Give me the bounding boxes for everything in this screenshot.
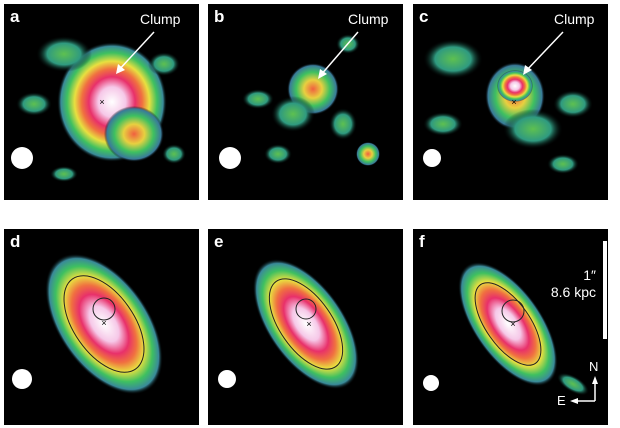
emission-map: ×: [12, 253, 163, 395]
panel-c: × c Clump: [413, 4, 608, 200]
emission-map: ×: [218, 258, 360, 390]
emission-map: [219, 31, 380, 169]
panel-label: f: [419, 232, 425, 251]
scale-bar: [603, 241, 607, 339]
beam-circle: [423, 149, 441, 167]
clump-label: Clump: [140, 11, 181, 27]
panel-label: e: [214, 232, 224, 251]
clump-arrow: [524, 31, 564, 73]
clump-arrow: [319, 31, 359, 77]
svg-text:×: ×: [101, 318, 106, 328]
scale-angular: 1″: [583, 267, 596, 283]
panel-f: × f 1″ 8.6 kpc N E: [413, 229, 608, 425]
clump-label: Clump: [554, 11, 595, 27]
svg-text:×: ×: [511, 97, 516, 107]
panel-label: d: [10, 232, 21, 251]
panel-e: × e: [208, 229, 403, 425]
svg-text:×: ×: [99, 97, 104, 107]
compass-east: E: [557, 393, 566, 408]
compass-north: N: [589, 359, 599, 374]
beam-circle: [219, 147, 241, 169]
beam-circle: [218, 370, 236, 388]
panel-label: a: [10, 7, 20, 26]
scale-physical: 8.6 kpc: [550, 284, 596, 300]
svg-text:×: ×: [510, 319, 515, 329]
panel-label: b: [214, 7, 225, 26]
scale-label: 1″ 8.6 kpc: [551, 267, 596, 301]
beam-circle: [423, 375, 439, 391]
emission-map: ×: [423, 241, 607, 404]
panel-d: × d: [4, 229, 199, 425]
beam-circle: [12, 369, 32, 389]
emission-map: ×: [423, 31, 593, 174]
panel-a: × a Clump: [4, 4, 199, 200]
clump-label: Clump: [348, 11, 389, 27]
svg-text:×: ×: [306, 319, 311, 329]
clump-arrow: [116, 31, 155, 73]
emission-map: ×: [11, 31, 186, 182]
panel-b: b Clump: [208, 4, 403, 200]
beam-circle: [11, 147, 33, 169]
panel-label: c: [419, 7, 429, 26]
